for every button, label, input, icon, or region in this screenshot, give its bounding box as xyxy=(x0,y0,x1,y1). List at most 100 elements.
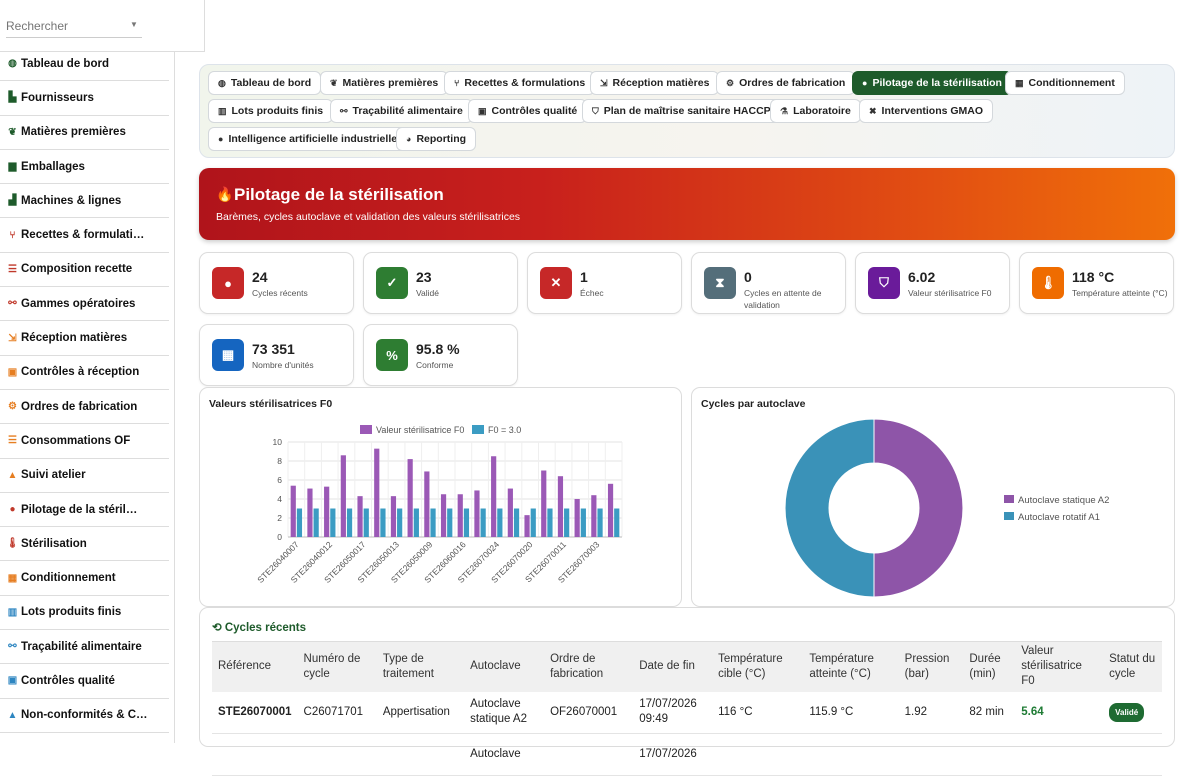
sidebar-item[interactable]: ⚙ Ordres de fabrication xyxy=(0,390,169,425)
percent-icon: % xyxy=(376,339,408,371)
sidebar-item[interactable]: ⇲ Réception matières xyxy=(0,321,169,356)
recent-cycles-label: Cycles récents xyxy=(224,622,307,634)
sidebar-item[interactable]: ▣ Contrôles qualité xyxy=(0,664,169,699)
barcode-icon: ▥ xyxy=(218,105,227,116)
sidebar-item[interactable]: ▣ Contrôles à réception xyxy=(0,356,169,390)
tab[interactable]: ▦ Conditionnement xyxy=(1005,71,1125,95)
table-cell: C26071701 xyxy=(297,691,377,734)
table-cell: Validé xyxy=(1103,691,1162,734)
table-cell xyxy=(212,733,298,776)
sidebar-item[interactable]: ▲ Non-conformités & C… xyxy=(0,699,169,733)
tab[interactable]: ⚗ Laboratoire xyxy=(770,99,861,123)
sidebar-item-label: Matières premières xyxy=(21,126,126,139)
kpi-value: 6.02 xyxy=(908,269,936,285)
sidebar-item[interactable]: ● Pilotage de la stéril… xyxy=(0,493,169,528)
table-cell: Autoclave statique A2 xyxy=(464,691,545,734)
boxes-icon: ▦ xyxy=(212,339,244,371)
tab[interactable]: ⛉ Plan de maîtrise sanitaire HACCP xyxy=(582,99,781,123)
tab-label: Matières premières xyxy=(342,77,439,89)
bar xyxy=(564,508,570,537)
bar xyxy=(390,496,397,537)
bar xyxy=(330,508,336,537)
bar xyxy=(474,490,480,537)
table-cell: 17/07/2026 xyxy=(633,733,713,776)
column-header: Référence xyxy=(212,641,298,692)
tab[interactable]: ◍ Tableau de bord xyxy=(208,71,322,95)
utensils-icon: ⑂ xyxy=(9,229,16,241)
tab[interactable]: ▣ Contrôles qualité xyxy=(468,99,588,123)
sidebar-item[interactable]: ▥ Lots produits finis xyxy=(0,596,169,631)
tab[interactable]: ⇲ Réception matières xyxy=(590,71,720,95)
bar xyxy=(541,470,547,537)
sidebar-item[interactable]: ☰ Consommations OF xyxy=(0,424,169,459)
sidebar-item-label: Recettes & formulati… xyxy=(21,229,145,242)
flask-icon: ⚗ xyxy=(780,105,789,116)
tab[interactable]: ⚯ Traçabilité alimentaire xyxy=(330,99,473,123)
bar xyxy=(507,488,513,537)
kpi-value: 118 °C xyxy=(1072,269,1115,285)
sidebar-item[interactable]: ❦ Matières premières xyxy=(0,116,169,150)
list-icon: ☰ xyxy=(8,435,17,447)
sitemap-icon: ⚯ xyxy=(340,105,348,116)
dashboard-icon: ◍ xyxy=(218,77,226,88)
boxes-icon: ▦ xyxy=(7,572,18,584)
sidebar-item[interactable]: ☰ Composition recette xyxy=(0,253,169,288)
sidebar-item-label: Emballages xyxy=(21,160,85,173)
tab[interactable]: ⚙ Ordres de fabrication xyxy=(716,71,856,95)
sidebar-item[interactable]: ▆ Emballages xyxy=(0,150,169,185)
table-row[interactable]: STE26070001 C26071701 Appertisation Autocla… xyxy=(212,691,1162,734)
sidebar-item-label: Machines & lignes xyxy=(21,194,122,207)
table-body: STE26070001 C26071701 Appertisation Autocla… xyxy=(212,691,1162,776)
column-header: Statut du cycle xyxy=(1103,641,1162,692)
page-header: 🔥 Pilotage de la stérilisation Barèmes, … xyxy=(199,168,1175,240)
seedling-icon: ❦ xyxy=(330,77,338,88)
table-row[interactable]: Autoclave 17/07/2026 xyxy=(212,733,1162,776)
bar xyxy=(457,494,463,537)
sidebar-item[interactable]: ▟ Machines & lignes xyxy=(0,184,169,219)
chevron-down-icon[interactable]: ▼ xyxy=(130,20,138,29)
search-input[interactable] xyxy=(6,14,142,38)
sidebar-item-label: Lots produits finis xyxy=(21,606,122,619)
column-header: Autoclave xyxy=(464,641,545,692)
kpi-label: Cycles récents xyxy=(252,288,308,298)
f0-chart-panel: Valeurs stérilisatrices F0 Valeur stéril… xyxy=(199,387,682,607)
bar xyxy=(513,508,520,537)
sidebar-item[interactable]: 🌡 Stérilisation xyxy=(0,527,169,562)
tab[interactable]: ● Intelligence artificielle industrielle xyxy=(208,127,408,151)
seedling-icon: ❦ xyxy=(8,126,17,138)
column-header: Type de traitement xyxy=(376,641,465,692)
hourglass-icon: ⧗ xyxy=(704,267,736,299)
pie-chart-icon: ◕ xyxy=(406,134,412,144)
sidebar-item[interactable]: ⚯ Gammes opératoires xyxy=(0,287,169,322)
tab[interactable]: ✖ Interventions GMAO xyxy=(859,99,994,123)
tab-label: Pilotage de la stérilisation xyxy=(872,77,1002,89)
sidebar-item[interactable]: ⑂ Recettes & formulati… xyxy=(0,218,169,253)
table-cell xyxy=(1015,733,1104,776)
table-cell: 116 °C xyxy=(712,691,804,734)
sidebar-item[interactable]: ▲ Suivi atelier xyxy=(0,459,169,493)
tab[interactable]: ❦ Matières premières xyxy=(320,71,449,95)
bar xyxy=(313,508,319,537)
sidebar-item[interactable]: ⚯ Traçabilité alimentaire xyxy=(0,630,169,665)
bar xyxy=(340,455,346,537)
sidebar-item[interactable]: ▙ Fournisseurs xyxy=(0,81,169,116)
table-cell xyxy=(376,733,465,776)
tab[interactable]: ⑂ Recettes & formulations xyxy=(444,71,596,95)
y-tick-label: 10 xyxy=(273,437,283,447)
table-cell: Appertisation xyxy=(376,691,465,734)
bar xyxy=(307,488,313,537)
tab-label: Laboratoire xyxy=(793,105,851,117)
tab[interactable]: ◕ Reporting xyxy=(396,127,477,151)
barcode-icon: ▥ xyxy=(7,606,18,618)
legend-swatch xyxy=(472,425,484,434)
tab-label: Plan de maîtrise sanitaire HACCP xyxy=(603,105,771,117)
tab[interactable]: ● Pilotage de la stérilisation xyxy=(852,71,1012,95)
dolly-icon: ⇲ xyxy=(600,77,608,88)
bar xyxy=(491,456,497,537)
sidebar-item[interactable]: ▦ Conditionnement xyxy=(0,561,169,596)
check-circle-icon: ✓ xyxy=(376,267,408,299)
sidebar-item-label: Tableau de bord xyxy=(21,57,109,70)
sidebar-item[interactable]: ◍ Tableau de bord xyxy=(0,47,169,82)
bar xyxy=(413,508,419,537)
tab[interactable]: ▥ Lots produits finis xyxy=(208,99,334,123)
